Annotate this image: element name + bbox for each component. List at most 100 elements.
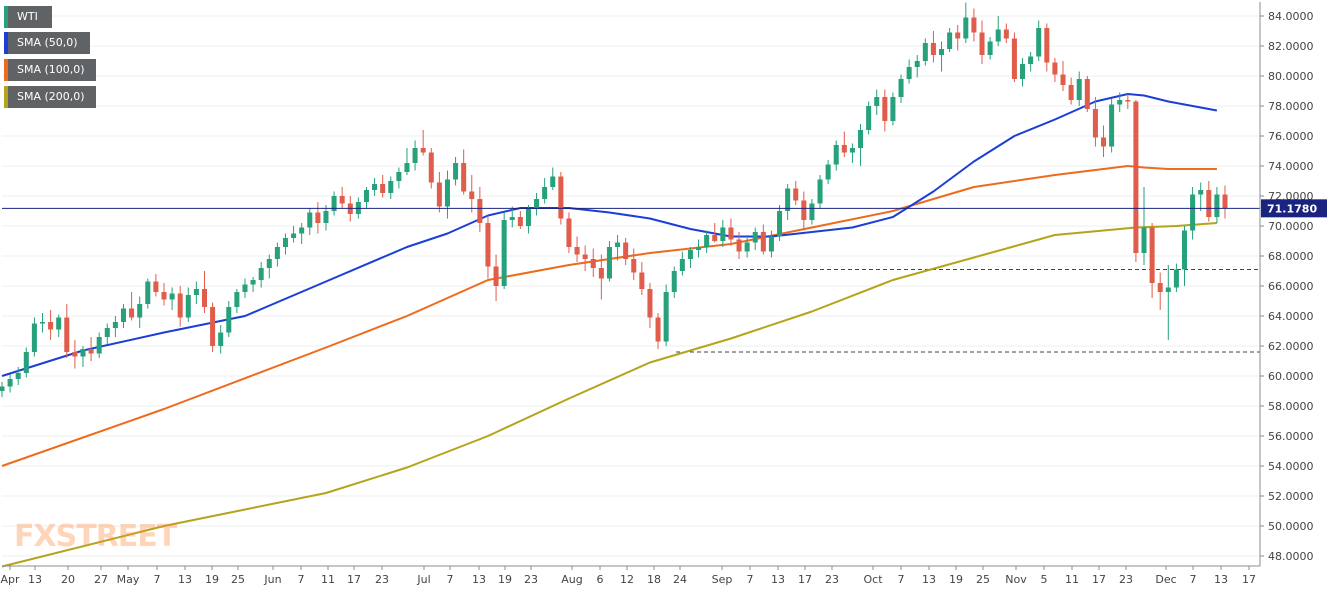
candle-body bbox=[1206, 190, 1212, 217]
x-tick-label: 23 bbox=[524, 573, 538, 586]
x-tick-label: 17 bbox=[1242, 573, 1256, 586]
y-tick-label: 62.0000 bbox=[1268, 340, 1314, 353]
y-tick-label: 58.0000 bbox=[1268, 400, 1314, 413]
candle-body bbox=[736, 239, 742, 252]
candle bbox=[987, 37, 993, 60]
candle-body bbox=[104, 328, 110, 337]
x-tick-label: 25 bbox=[231, 573, 245, 586]
candle bbox=[1052, 58, 1058, 82]
candle-body bbox=[15, 373, 21, 379]
candle bbox=[307, 208, 313, 235]
candle bbox=[777, 205, 783, 241]
candle bbox=[1157, 272, 1163, 310]
candle-body bbox=[1198, 190, 1204, 195]
candle-body bbox=[801, 200, 807, 220]
y-tick-label: 54.0000 bbox=[1268, 460, 1314, 473]
candle bbox=[72, 340, 78, 369]
candle bbox=[315, 202, 321, 234]
candle bbox=[96, 332, 102, 358]
candle bbox=[696, 239, 702, 258]
candle-body bbox=[987, 41, 993, 55]
candle-body bbox=[509, 217, 515, 220]
legend-item-sma100[interactable]: SMA (100,0) bbox=[4, 59, 96, 81]
candle-body bbox=[161, 292, 167, 300]
y-tick-label: 80.0000 bbox=[1268, 70, 1314, 83]
candle-body bbox=[112, 322, 118, 328]
x-axis-ticks: Apr 13 20 27 May 7 13 19 25 Jun 7 11 17 23 Jul 7 13 19 23 A… bbox=[0, 566, 1256, 586]
x-tick-label: 11 bbox=[1065, 573, 1079, 586]
candle-body bbox=[517, 217, 523, 226]
candle bbox=[1117, 92, 1123, 112]
candle bbox=[469, 175, 475, 213]
x-tick-label: 13 bbox=[472, 573, 486, 586]
candle-body bbox=[1084, 79, 1090, 109]
candle-body bbox=[542, 187, 548, 199]
candle-body bbox=[671, 271, 677, 292]
candle bbox=[477, 187, 483, 232]
legend-item-sma200[interactable]: SMA (200,0) bbox=[4, 86, 96, 108]
candle-body bbox=[1003, 29, 1009, 39]
candle-body bbox=[185, 295, 191, 318]
candle-body bbox=[453, 163, 459, 180]
candle bbox=[242, 278, 248, 298]
candle bbox=[185, 287, 191, 322]
candle-body bbox=[266, 259, 272, 268]
candle bbox=[7, 374, 13, 393]
candle bbox=[590, 248, 596, 277]
candle bbox=[631, 248, 637, 280]
legend-item-wti[interactable]: WTI bbox=[4, 6, 52, 28]
last-price-label-bg bbox=[1261, 199, 1327, 218]
y-tick-label: 76.0000 bbox=[1268, 130, 1314, 143]
candle-body bbox=[623, 242, 629, 259]
x-tick-label: 13 bbox=[771, 573, 785, 586]
y-tick-label: 68.0000 bbox=[1268, 250, 1314, 263]
candle-body bbox=[898, 79, 904, 97]
candle bbox=[752, 227, 758, 250]
candle-body bbox=[0, 386, 5, 391]
candle-body bbox=[412, 148, 418, 163]
candle bbox=[558, 172, 564, 225]
x-tick-label: 7 bbox=[747, 573, 754, 586]
candle bbox=[736, 232, 742, 259]
candle-body bbox=[849, 148, 855, 153]
candle bbox=[23, 347, 29, 378]
last-price-label-text: 71.1780 bbox=[1267, 202, 1317, 215]
candle bbox=[444, 170, 450, 219]
x-tick-label: 17 bbox=[347, 573, 361, 586]
candle bbox=[404, 148, 410, 175]
candle bbox=[1060, 61, 1066, 91]
candle bbox=[1133, 100, 1139, 262]
candle-body bbox=[728, 227, 734, 240]
candle-body bbox=[129, 308, 135, 318]
candle bbox=[801, 191, 807, 231]
y-tick-label: 84.0000 bbox=[1268, 10, 1314, 23]
candle bbox=[201, 271, 207, 313]
candle-body bbox=[31, 323, 37, 352]
candle bbox=[339, 187, 345, 208]
candle-body bbox=[922, 43, 928, 61]
candle bbox=[436, 172, 442, 213]
legend-item-sma50[interactable]: SMA (50,0) bbox=[4, 32, 90, 54]
x-tick-label: May bbox=[117, 573, 140, 586]
candle bbox=[525, 205, 531, 234]
y-axis-ticks: 84.0000 82.0000 80.0000 78.0000 76.0000 74.00… bbox=[1260, 10, 1314, 563]
candle bbox=[372, 178, 378, 196]
candle-body bbox=[979, 32, 985, 55]
candle bbox=[1206, 181, 1212, 222]
candle-body bbox=[793, 188, 799, 201]
candle bbox=[882, 89, 888, 132]
x-tick-label: Nov bbox=[1005, 573, 1027, 586]
candle-body bbox=[420, 148, 426, 153]
candle-body bbox=[687, 250, 693, 259]
candle-body bbox=[315, 212, 321, 223]
candle-body bbox=[841, 145, 847, 153]
candle bbox=[493, 254, 499, 301]
candle-body bbox=[679, 259, 685, 271]
candle bbox=[906, 59, 912, 84]
candle-body bbox=[96, 337, 102, 354]
candle bbox=[120, 304, 127, 328]
candle bbox=[623, 238, 629, 265]
candle-body bbox=[64, 317, 70, 352]
candle-body bbox=[120, 308, 127, 322]
